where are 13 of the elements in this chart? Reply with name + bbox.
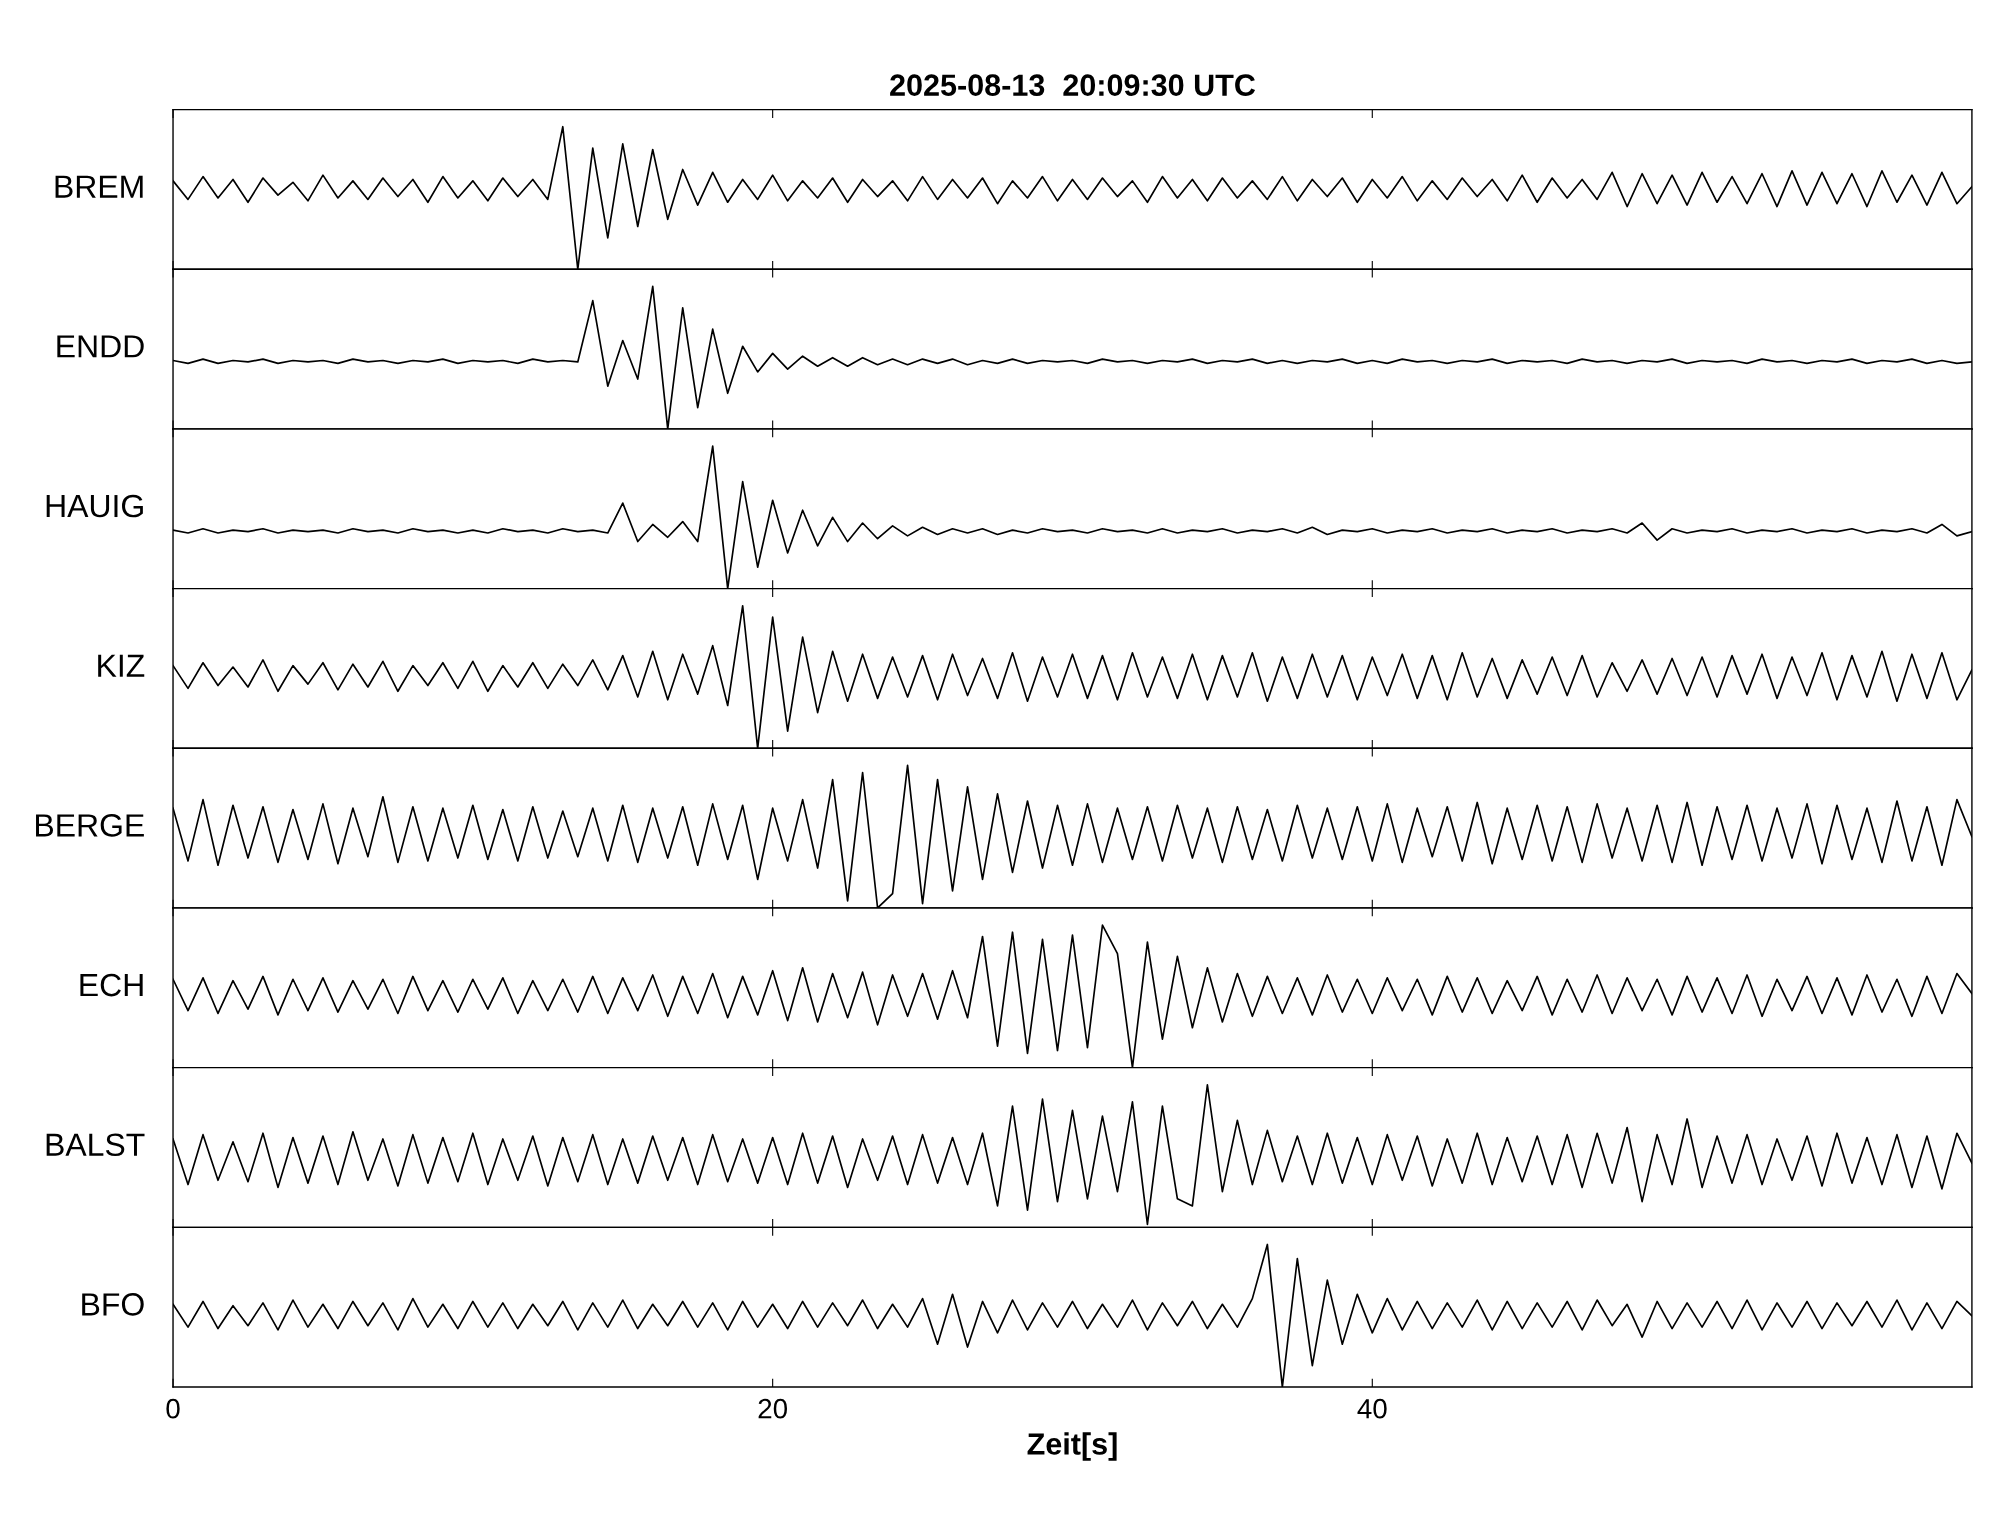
x-tick-label: 40 (1357, 1398, 1387, 1419)
y-axis-title: BERGE (36, 814, 144, 837)
y-axis-title: ENDD (57, 335, 144, 358)
chart-title: 2025-08-13 20:09:30 UTC (890, 74, 1256, 97)
x-axis-title: Zeit[s] (1027, 1432, 1117, 1461)
y-axis-title: HAUIG (46, 494, 143, 518)
x-tick-label: 0 (166, 1398, 180, 1419)
y-axis-title: BREM (55, 175, 143, 198)
x-tick-label: 20 (758, 1398, 788, 1419)
y-axis-title: BALST (46, 1133, 145, 1157)
y-axis-title: ECH (80, 973, 143, 997)
y-axis-title: BFO (82, 1293, 144, 1316)
y-axis-title: KIZ (98, 654, 145, 677)
